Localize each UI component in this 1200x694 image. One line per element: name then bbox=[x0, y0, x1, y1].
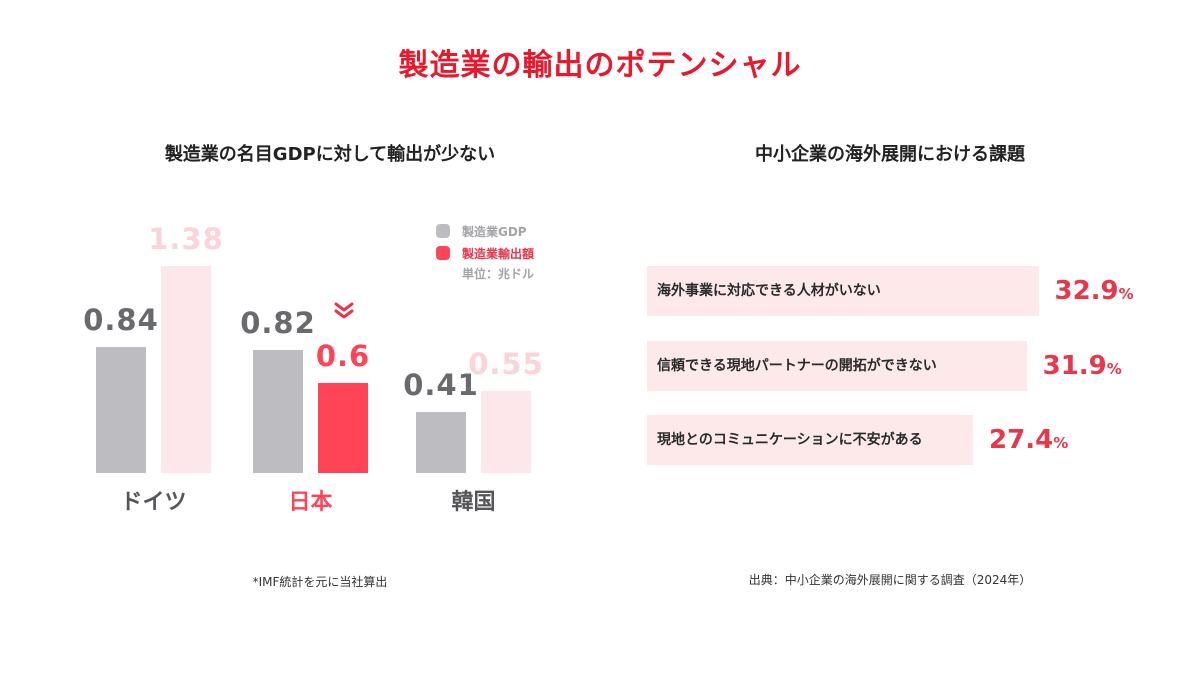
right-chart-subtitle: 中小企業の海外展開における課題 bbox=[755, 144, 1025, 165]
page-title: 製造業の輸出のポテンシャル bbox=[398, 48, 802, 83]
source-note: 出典：中小企業の海外展開に関する調査（2024年） bbox=[748, 573, 1032, 587]
issue-label-3: 現地とのコミュニケーションに不安がある bbox=[657, 432, 923, 448]
bar-value-korea-export: 0.55 bbox=[468, 346, 544, 381]
category-label-japan: 日本 bbox=[288, 490, 333, 515]
bar-germany-gdp bbox=[96, 347, 146, 473]
issue-value-2: 31.9% bbox=[1042, 351, 1122, 381]
left-chart-subtitle: 製造業の名目GDPに対して輸出が少ない bbox=[164, 144, 496, 165]
legend-item-export: 製造業輸出額 bbox=[436, 242, 534, 264]
bar-japan-export bbox=[318, 383, 368, 473]
legend-label-gdp: 製造業GDP bbox=[462, 224, 527, 239]
issue-bar-2 bbox=[647, 341, 1027, 391]
category-label-korea: 韓国 bbox=[451, 490, 496, 515]
legend-item-gdp: 製造業GDP bbox=[436, 220, 534, 242]
legend-label-export: 製造業輸出額 bbox=[462, 246, 535, 261]
issue-value-3: 27.4% bbox=[989, 425, 1069, 455]
issue-bar-1 bbox=[647, 266, 1039, 316]
chevron-double-down-icon bbox=[334, 302, 354, 319]
bar-value-japan-gdp: 0.82 bbox=[240, 306, 316, 340]
issue-label-1: 海外事業に対応できる人材がいない bbox=[657, 283, 881, 299]
bar-korea-gdp bbox=[416, 411, 466, 473]
bar-korea-export bbox=[481, 390, 531, 473]
issue-label-2: 信頼できる現地パートナーの開拓ができない bbox=[657, 358, 937, 374]
bar-value-japan-export: 0.6 bbox=[315, 339, 371, 373]
legend-swatch-gdp bbox=[436, 224, 450, 238]
bar-value-germany-export: 1.38 bbox=[148, 222, 224, 256]
bar-value-korea-gdp: 0.41 bbox=[403, 367, 479, 402]
legend-swatch-export bbox=[436, 246, 450, 260]
chart-legend: 製造業GDP 製造業輸出額 単位：兆ドル bbox=[436, 220, 534, 284]
issue-bar-3 bbox=[647, 415, 974, 465]
legend-unit: 単位：兆ドル bbox=[462, 267, 535, 281]
bar-japan-gdp bbox=[253, 350, 303, 473]
bar-germany-export bbox=[161, 266, 211, 473]
category-label-germany: ドイツ bbox=[120, 490, 187, 515]
data-note: *IMF統計を元に当社算出 bbox=[252, 575, 388, 589]
issue-value-1: 32.9% bbox=[1054, 276, 1134, 306]
bar-value-germany-gdp: 0.84 bbox=[83, 303, 159, 337]
